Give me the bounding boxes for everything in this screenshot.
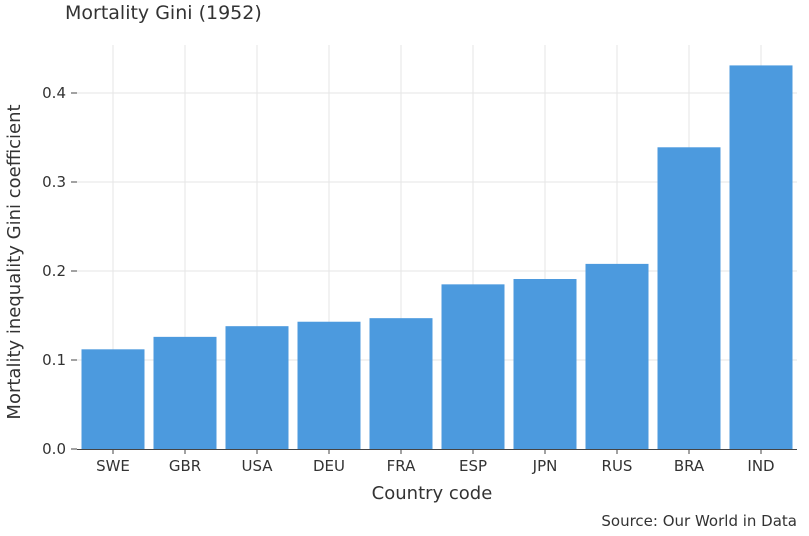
bar-ind xyxy=(729,65,793,449)
x-tick-label: USA xyxy=(241,457,273,475)
chart-title: Mortality Gini (1952) xyxy=(65,2,262,24)
x-tick-label: BRA xyxy=(674,457,705,475)
bar-deu xyxy=(297,321,361,449)
bar-jpn xyxy=(513,279,577,449)
bar-bra xyxy=(657,147,721,450)
bar-swe xyxy=(81,349,145,449)
x-tick-label: ESP xyxy=(459,457,487,475)
source-note: Source: Our World in Data xyxy=(601,512,797,530)
x-tick-label: DEU xyxy=(313,457,345,475)
x-axis-title: Country code xyxy=(372,483,493,504)
y-axis-title: Mortality inequality Gini coefficient xyxy=(4,104,25,419)
bar-gbr xyxy=(153,336,217,449)
bar-usa xyxy=(225,326,289,449)
y-tick-label: 0.2 xyxy=(42,262,66,280)
x-tick-label: RUS xyxy=(602,457,633,475)
bar-esp xyxy=(441,284,505,449)
y-tick-label: 0.1 xyxy=(42,351,66,369)
x-tick-label: IND xyxy=(747,457,774,475)
x-tick-label: GBR xyxy=(169,457,201,475)
x-tick-label: JPN xyxy=(532,457,558,475)
bar-fra xyxy=(369,318,433,449)
y-tick-label: 0.3 xyxy=(42,173,66,191)
y-tick-label: 0.0 xyxy=(42,440,66,458)
x-tick-label: FRA xyxy=(387,457,416,475)
bar-rus xyxy=(585,263,649,449)
y-tick-label: 0.4 xyxy=(42,84,66,102)
x-tick-label: SWE xyxy=(96,457,130,475)
